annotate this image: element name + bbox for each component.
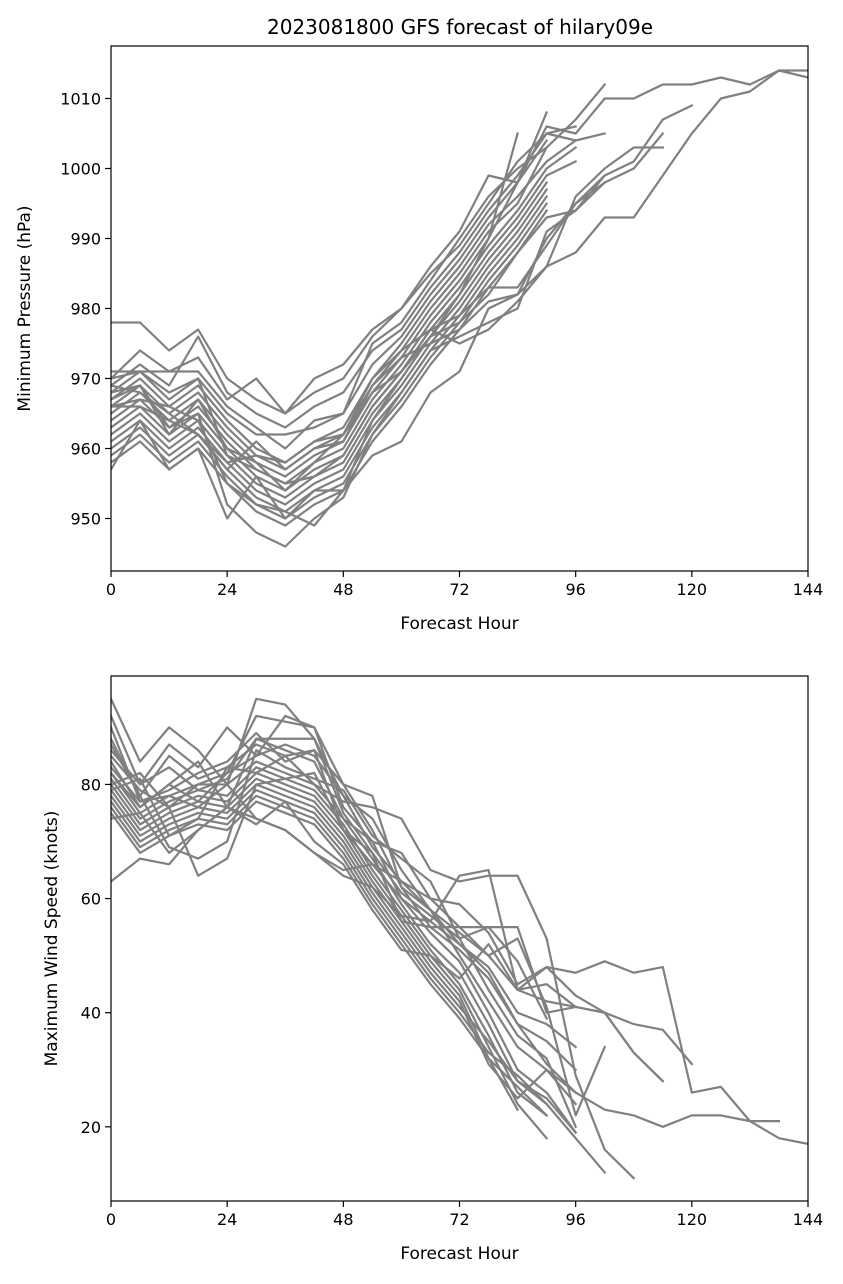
y-tick-label: 60 — [81, 890, 101, 909]
y-tick-label: 990 — [70, 230, 101, 249]
y-tick-label: 970 — [70, 370, 101, 389]
x-tick-label: 72 — [449, 1210, 469, 1229]
x-tick-label: 72 — [449, 580, 469, 599]
y-tick-label: 1000 — [60, 160, 101, 179]
series-line-17 — [111, 771, 577, 1014]
series-line-21 — [111, 737, 694, 1066]
x-tick-label: 144 — [793, 580, 824, 599]
series-line-10 — [111, 777, 520, 1112]
series-line-13 — [111, 194, 549, 513]
series-line-2 — [111, 714, 578, 1049]
x-tick-label: 96 — [565, 580, 585, 599]
series-line-3 — [111, 125, 577, 415]
series-line-13 — [111, 794, 549, 1106]
y-tick-label: 1010 — [60, 90, 101, 109]
series-line-9 — [111, 145, 578, 485]
series-line-19 — [111, 714, 578, 1095]
series-line-16 — [111, 806, 665, 1083]
x-tick-label: 24 — [217, 580, 237, 599]
y-axis-label: Minimum Pressure (hPa) — [15, 205, 35, 411]
x-tick-label: 48 — [333, 1210, 353, 1229]
y-tick-label: 40 — [81, 1004, 101, 1023]
chart-panels: 0 24 48 72 96 120 14495096097098099010001010Fo… — [15, 45, 824, 1264]
series-line-17 — [111, 69, 808, 527]
x-tick-label: 0 — [106, 580, 116, 599]
x-tick-label: 96 — [565, 1210, 585, 1229]
series-line-14 — [111, 800, 549, 1117]
series-line-5 — [111, 111, 549, 436]
x-tick-label: 120 — [677, 580, 708, 599]
x-tick-label: 0 — [106, 1210, 116, 1229]
series-line-16 — [111, 138, 549, 520]
series-group — [111, 69, 808, 548]
x-tick-label: 48 — [333, 580, 353, 599]
series-line-12 — [111, 187, 549, 506]
series-line-8 — [111, 132, 519, 478]
series-line-22 — [111, 742, 549, 1020]
series-line-18 — [111, 725, 607, 1117]
y-tick-label: 980 — [70, 300, 101, 319]
panel-2: 0 24 48 72 96 120 144 20 40 60 80 Forecast Hour Maxi… — [42, 675, 824, 1264]
series-line-11 — [111, 180, 549, 499]
chart-title: 2023081800 GFS forecast of hilary09e — [267, 15, 653, 39]
panel-1: 0 24 48 72 96 120 144 950 960 970 980 990 1000 1010 Fo… — [15, 45, 824, 634]
series-line-7 — [111, 146, 549, 471]
x-tick-label: 24 — [217, 1210, 237, 1229]
x-axis-label: Forecast Hour — [400, 1244, 518, 1264]
series-group — [111, 697, 808, 1180]
x-tick-label: 144 — [793, 1210, 824, 1229]
series-line-22 — [111, 173, 607, 464]
series-line-12 — [111, 789, 578, 1135]
series-line-6 — [111, 138, 578, 464]
series-line-2 — [111, 82, 607, 450]
x-axis-label: Forecast Hour — [400, 614, 518, 634]
series-line-1 — [111, 69, 808, 415]
series-line-18 — [111, 131, 665, 548]
series-line-5 — [111, 743, 578, 1106]
y-tick-label: 20 — [81, 1118, 101, 1137]
series-line-4 — [111, 737, 578, 1129]
y-tick-label: 950 — [70, 510, 101, 529]
y-tick-label: 80 — [81, 775, 101, 794]
x-tick-label: 120 — [677, 1210, 708, 1229]
series-line-20 — [111, 754, 636, 1180]
y-axis-label: Maximum Wind Speed (knots) — [42, 811, 62, 1067]
y-tick-label: 960 — [70, 440, 101, 459]
